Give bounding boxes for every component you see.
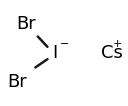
Text: Cs: Cs [101, 44, 123, 62]
Text: +: + [113, 39, 122, 49]
Text: −: − [60, 39, 70, 49]
Text: Br: Br [7, 73, 27, 91]
Text: Br: Br [16, 15, 35, 33]
Text: I: I [52, 44, 58, 62]
